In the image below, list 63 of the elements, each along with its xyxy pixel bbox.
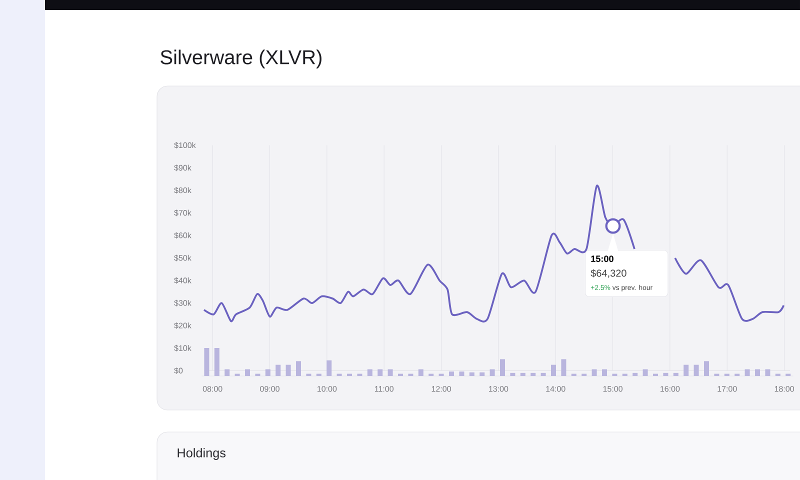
x-tick-label: 14:00	[546, 386, 566, 392]
bar	[694, 364, 699, 376]
bar	[480, 372, 485, 376]
bar	[204, 348, 210, 376]
x-tick-label: 11:00	[374, 386, 394, 392]
bar	[500, 359, 506, 376]
bar	[490, 369, 495, 376]
bar	[632, 372, 638, 376]
bar	[673, 372, 678, 376]
bar	[449, 372, 454, 376]
bar	[286, 364, 291, 376]
bar	[326, 360, 332, 376]
bar	[592, 369, 597, 376]
bar	[602, 369, 608, 376]
x-tick-label: 10:00	[318, 386, 337, 392]
bar	[530, 372, 536, 376]
annotation: $64,320	[590, 269, 626, 278]
annotation: 15:00	[591, 256, 614, 262]
y-tick-label: $10k	[174, 344, 192, 352]
x-tick-label: 15:00	[603, 386, 622, 392]
bar	[744, 369, 750, 376]
chart-title: Silverware (XLVR)	[160, 50, 322, 68]
y-tick-label: $100k	[174, 142, 196, 149]
x-tick-label: 08:00	[202, 386, 222, 392]
bar	[224, 369, 230, 376]
bar	[378, 369, 383, 376]
bar	[704, 361, 710, 376]
x-tick-label: 17:00	[718, 386, 737, 392]
bar	[296, 361, 302, 376]
y-tick-label: $50k	[174, 254, 192, 262]
x-tick-label: 16:00	[660, 386, 680, 392]
x-tick-label: 12:00	[432, 386, 451, 392]
y-tick-label: $70k	[174, 210, 192, 216]
bar	[418, 369, 424, 376]
y-tick-label: $40k	[174, 277, 192, 284]
y-tick-label: $90k	[174, 164, 192, 172]
bar	[367, 369, 372, 376]
bar	[459, 372, 464, 376]
bar	[540, 372, 546, 376]
x-tick-label: 13:00	[489, 386, 508, 392]
bar	[214, 348, 220, 376]
y-tick-label: $20k	[174, 322, 192, 329]
x-tick-label: 09:00	[260, 386, 280, 392]
bar	[663, 372, 668, 376]
y-tick-label: $60k	[174, 232, 192, 239]
bar	[765, 369, 770, 376]
y-tick-label: $30k	[174, 300, 192, 306]
bar	[684, 364, 689, 376]
bar	[245, 369, 250, 376]
x-tick-label: 18:00	[774, 386, 794, 392]
bar	[265, 369, 270, 376]
bar	[510, 372, 516, 376]
bar	[755, 369, 760, 376]
bar	[561, 359, 566, 376]
text: Holdings	[178, 448, 226, 460]
bar	[469, 372, 474, 376]
bar	[388, 369, 393, 376]
bar	[551, 364, 556, 376]
y-tick-label: $80k	[174, 187, 192, 194]
bar	[642, 369, 648, 376]
bar	[276, 364, 281, 376]
bar	[520, 372, 526, 376]
y-tick-label: $0	[174, 367, 183, 374]
